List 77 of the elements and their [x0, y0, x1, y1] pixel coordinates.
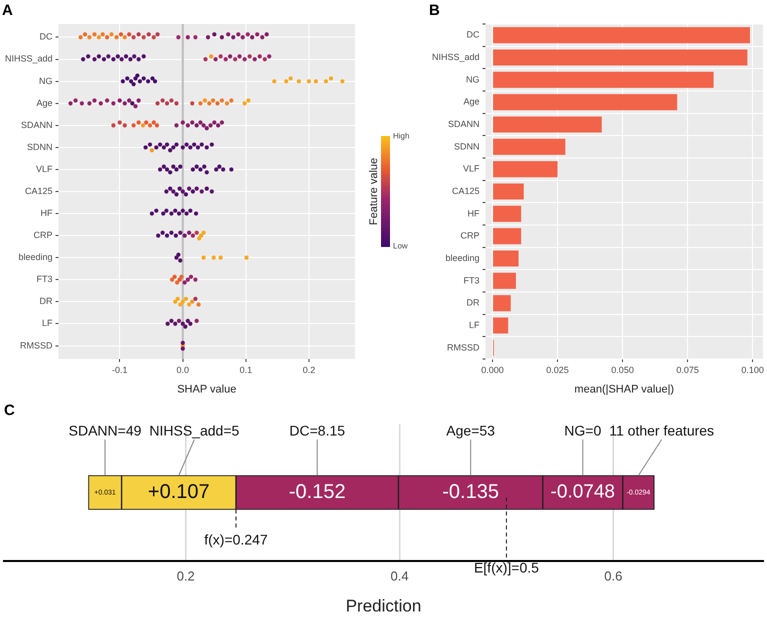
y-tick-label: SDANN	[21, 120, 53, 130]
text: NIHSS_add=5	[149, 422, 240, 438]
x-tick-label: 0.1	[240, 364, 252, 375]
y-tick-label: NIHSS_add	[4, 54, 53, 64]
y-tick-label: DC	[466, 30, 480, 40]
y-tick-label: SDNN	[454, 141, 480, 152]
y-tick-label: SDANN	[448, 118, 480, 129]
y-tick-label: RMSSD	[20, 340, 54, 350]
chart-title: A	[2, 2, 13, 20]
bar	[493, 138, 566, 155]
data-label: +0.107	[148, 481, 210, 504]
text: 11 other features	[609, 422, 714, 438]
x-tick-label: 0.025	[546, 364, 569, 375]
bar	[493, 72, 714, 88]
y-tick-label: Age	[464, 96, 480, 107]
color-bar-label: High	[393, 132, 410, 141]
y-tick-label: bleeding	[18, 252, 53, 262]
bar	[493, 27, 750, 44]
color-bar-title: Feature value	[368, 158, 380, 226]
y-tick-label: HF	[40, 208, 54, 218]
bar	[493, 94, 678, 110]
y-tick-label: CRP	[34, 230, 53, 240]
x-tick-label: 0.075	[676, 364, 699, 375]
y-tick-label: CRP	[460, 230, 480, 241]
x-tick-label: 0.050	[611, 364, 634, 375]
y-tick-label: FT3	[464, 275, 480, 286]
y-tick-label: SDNN	[27, 142, 53, 152]
chart-title: B	[429, 2, 440, 20]
x-axis-title: Prediction	[346, 596, 422, 616]
text: NG=0	[564, 422, 602, 438]
bar	[493, 116, 602, 133]
ref-line-label: E[f(x)]=0.5	[474, 559, 540, 576]
x-tick-label: -0.1	[112, 364, 128, 375]
y-tick-label: NG	[466, 74, 480, 84]
bar	[493, 161, 558, 178]
x-tick-label: 0.2	[302, 364, 316, 375]
y-tick-label: Age	[36, 98, 53, 108]
data-label: -0.135	[442, 481, 499, 504]
bar	[493, 272, 516, 289]
y-tick-label: NIHSS_add	[432, 52, 480, 62]
y-tick-label: DC	[40, 32, 54, 42]
y-tick-label: NG	[39, 76, 53, 86]
y-tick-label: FT3	[36, 274, 53, 284]
x-tick-label: 0.100	[741, 364, 764, 375]
y-tick-label: CA125	[24, 186, 53, 196]
y-tick-label: DR	[40, 296, 54, 306]
y-tick-label: VLF	[463, 164, 480, 174]
color-bar-label: Low	[393, 242, 408, 251]
x-tick-label: 0.2	[176, 568, 195, 584]
y-tick-label: LF	[469, 320, 480, 330]
bar	[493, 49, 748, 66]
bar	[493, 183, 524, 200]
y-tick-label: RMSSD	[447, 342, 480, 352]
y-tick-label: VLF	[36, 164, 54, 174]
y-tick-label: bleeding	[445, 252, 480, 263]
bar	[493, 250, 519, 267]
chart-title: C	[4, 402, 15, 420]
annotation: f(x)=0.247	[204, 531, 268, 548]
data-label: -0.152	[288, 481, 346, 504]
x-axis-title: mean(|SHAP value|)	[574, 383, 674, 396]
x-tick-label: 0.6	[604, 568, 622, 584]
text: SDANN=49	[68, 422, 142, 438]
x-tick-label: 0.000	[481, 364, 504, 375]
y-tick-label: DR	[466, 298, 480, 308]
y-tick-label: CA125	[452, 186, 480, 196]
x-axis-title: SHAP value	[177, 383, 236, 396]
text: DC=8.15	[289, 422, 346, 438]
x-tick-label: 0.4	[390, 568, 409, 584]
y-tick-label: LF	[42, 318, 54, 328]
text: Age=53	[446, 422, 496, 438]
x-tick-label: 0.0	[176, 364, 190, 375]
bar	[493, 206, 522, 222]
bar	[493, 295, 511, 312]
bar	[493, 228, 522, 244]
data-label: -0.0748	[550, 482, 615, 503]
y-tick-label: HF	[468, 208, 480, 218]
bar	[493, 317, 508, 334]
